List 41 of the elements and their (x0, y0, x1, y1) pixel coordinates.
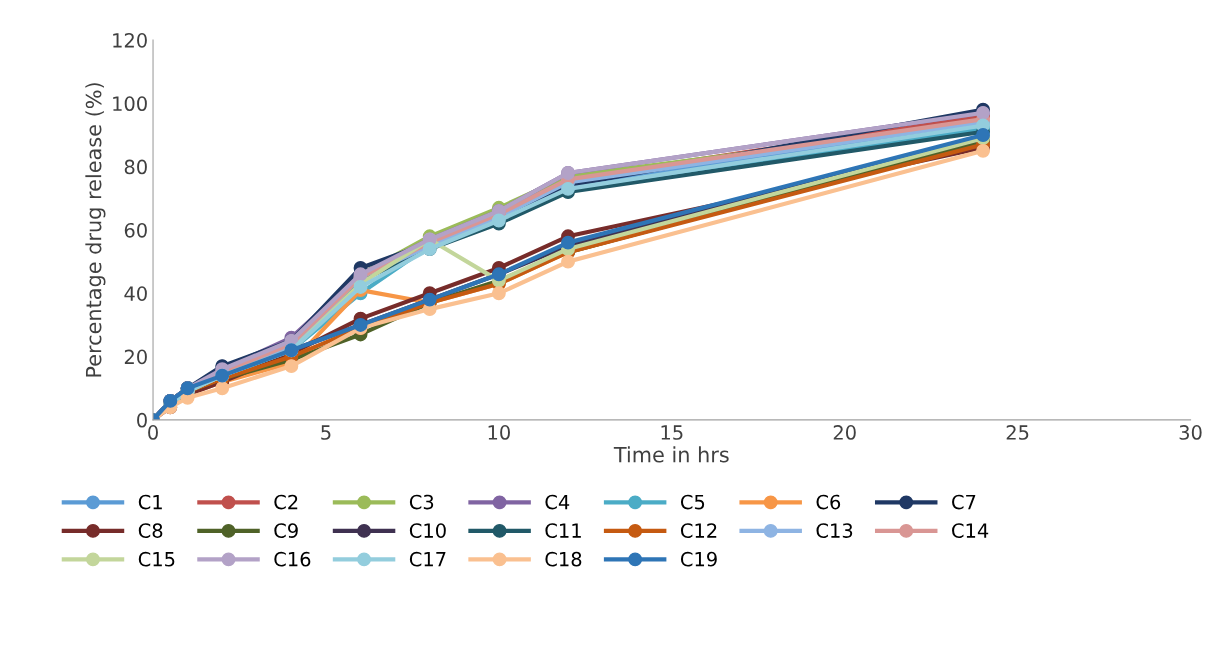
point (491, 286, 506, 301)
legend-label: C15 (138, 551, 175, 567)
point (215, 381, 230, 396)
legend-label: C13 (816, 523, 853, 538)
legend-label: C14 (952, 523, 989, 538)
legend-label: C7 (952, 494, 976, 510)
point (976, 128, 990, 142)
x-axis-title: Time in hrs (613, 446, 729, 463)
legend-label: C3 (409, 494, 434, 510)
y-tick-label: 0 (137, 412, 147, 428)
point (284, 359, 299, 374)
y-tick-label: 20 (124, 349, 147, 365)
x-tick-label: 10 (488, 425, 510, 440)
legend-label: C6 (816, 494, 841, 510)
legend-label: C12 (680, 523, 717, 538)
legend-label: C17 (409, 551, 446, 567)
x-tick-label: 0 (148, 425, 158, 440)
y-axis-title: Percentage drug release (%) (85, 83, 106, 377)
legend-label: C1 (138, 494, 162, 510)
point (561, 254, 575, 269)
legend-label: C16 (274, 551, 311, 567)
legend-label: C2 (274, 494, 298, 510)
y-tick-label: 80 (124, 159, 147, 175)
legend-label: C18 (545, 551, 582, 567)
legend-label: C10 (409, 523, 446, 538)
legend-label: C19 (680, 551, 717, 567)
x-tick-label: 15 (661, 425, 683, 440)
point (353, 280, 368, 294)
y-tick-label: 100 (113, 96, 147, 112)
x-tick-label: 20 (833, 425, 856, 440)
y-tick-label: 120 (113, 33, 147, 48)
x-tick-label: 25 (1006, 425, 1029, 440)
legend-label: C4 (545, 494, 570, 510)
x-tick-label: 5 (321, 425, 331, 440)
x-tick-label: 30 (1179, 425, 1202, 440)
y-tick-label: 60 (124, 222, 147, 238)
legend-label: C5 (680, 494, 705, 510)
legend-label: C9 (274, 523, 298, 538)
legend-label: C8 (138, 523, 163, 538)
y-tick-label: 40 (124, 286, 147, 301)
legend-label: C11 (545, 523, 581, 538)
